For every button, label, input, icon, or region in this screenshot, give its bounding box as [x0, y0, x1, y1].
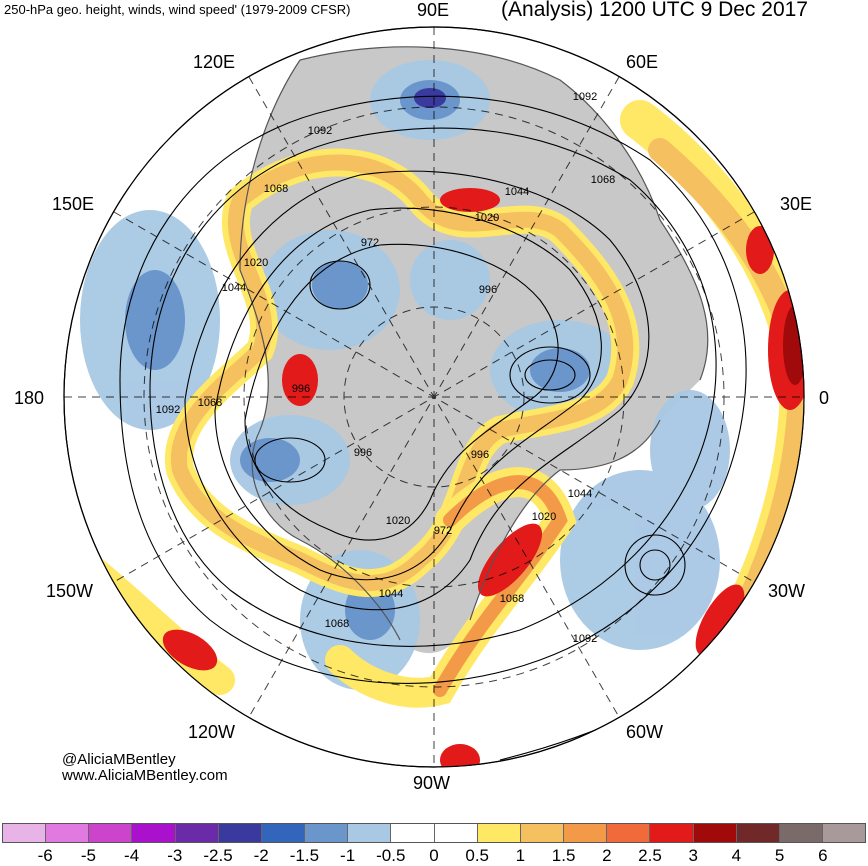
lon-label-30e: 30E	[780, 194, 813, 214]
contour-label: 1044	[505, 186, 529, 198]
colorbar	[2, 823, 866, 843]
deep-negative-anomaly-shading	[414, 88, 446, 108]
contour-value-labels: 1092 1092 1068 1068 1044 1044 1020 1020 …	[156, 91, 615, 645]
colorbar-swatch	[693, 824, 737, 842]
colorbar-tick-label: 0.5	[465, 846, 490, 865]
contour-label: 996	[354, 447, 372, 459]
colorbar-swatch	[391, 824, 435, 842]
contour-label: 1068	[198, 397, 222, 409]
colorbar-tick-label: -4	[124, 846, 140, 865]
colorbar-tick-label: -1	[340, 846, 356, 865]
colorbar-swatch	[736, 824, 780, 842]
colorbar-tick-label: 5	[774, 846, 785, 865]
colorbar-tick-label: -1.5	[289, 846, 320, 865]
colorbar-tick-label: 1	[515, 846, 526, 865]
contour-label: 1044	[222, 282, 246, 294]
contour-label: 1092	[573, 633, 597, 645]
colorbar-tick-label: -6	[37, 846, 53, 865]
lon-label-60e: 60E	[626, 52, 659, 72]
colorbar-swatch	[434, 824, 478, 842]
contour-label: 1092	[308, 125, 332, 137]
lon-label-150w: 150W	[46, 581, 94, 601]
graticule	[64, 27, 804, 767]
colorbar-swatch	[261, 824, 306, 842]
colorbar-tick-label: -2.5	[203, 846, 233, 865]
lon-label-180: 180	[14, 388, 45, 408]
contour-label: 996	[292, 383, 310, 395]
colorbar-tick-label: -5	[80, 846, 96, 865]
colorbar-tick-label: -3	[167, 846, 183, 865]
analysis-time-title: (Analysis) 1200 UTC 9 Dec 2017	[501, 0, 808, 21]
contour-label: 1092	[573, 91, 597, 103]
colorbar-tick-label: 3	[688, 846, 698, 865]
colorbar-swatch	[564, 824, 608, 842]
colorbar-swatch	[650, 824, 694, 842]
contour-label: 1068	[325, 618, 349, 630]
colorbar-tick-label: 0	[429, 846, 439, 865]
contour-label: 1020	[386, 515, 410, 527]
contour-label: 1020	[475, 212, 499, 224]
contour-label: 1020	[244, 257, 268, 269]
lon-label-30w: 30W	[768, 581, 806, 601]
lon-label-120w: 120W	[188, 722, 236, 742]
contour-label: 1044	[568, 488, 592, 500]
contour-label: 1068	[264, 183, 288, 195]
colorbar-swatch	[218, 824, 262, 842]
contour-label: 1068	[591, 174, 615, 186]
lon-label-90w: 90W	[413, 773, 451, 793]
colorbar-swatch	[779, 824, 823, 842]
colorbar-swatch	[3, 824, 47, 842]
strong-negative-anomaly-shading	[125, 80, 590, 640]
colorbar-swatch	[520, 824, 565, 842]
contour-label: 996	[471, 449, 489, 461]
credit-twitter: @AliciaMBentley	[62, 751, 176, 768]
map-title: 250-hPa geo. height, winds, wind speed' …	[4, 2, 351, 17]
colorbar-swatch	[607, 824, 651, 842]
strong-positive-anomaly-shading	[162, 188, 804, 767]
colorbar-swatch	[89, 824, 133, 842]
contour-label: 996	[479, 284, 497, 296]
lon-label-0: 0	[819, 388, 830, 408]
colorbar-tick-label: -2	[253, 846, 269, 865]
colorbar-swatch	[477, 824, 521, 842]
colorbar-swatch	[175, 824, 219, 842]
colorbar-tick-label: -0.5	[376, 846, 406, 865]
colorbar-labels: -6 -5 -4 -3 -2.5 -2 -1.5 -1 -0.5 0 0.5 1 1.5 2 2.5 3 4 5 6	[0, 846, 868, 866]
colorbar-swatch	[132, 824, 176, 842]
contour-label: 1020	[532, 511, 556, 523]
land-mass-gray	[240, 46, 708, 654]
lon-label-90e: 90E	[417, 0, 450, 20]
contour-label: 1044	[379, 588, 403, 600]
lon-label-60w: 60W	[626, 722, 664, 742]
contour-label: 972	[361, 237, 379, 249]
colorbar-swatch	[348, 824, 392, 842]
colorbar-swatch	[305, 824, 349, 842]
colorbar-swatch	[46, 824, 90, 842]
contour-label: 1092	[156, 404, 180, 416]
contour-label: 1068	[500, 593, 524, 605]
credit-website: www.AliciaMBentley.com	[62, 767, 228, 784]
lon-label-150e: 150E	[52, 194, 95, 214]
coastlines	[239, 46, 709, 641]
contour-label: 972	[434, 525, 452, 537]
colorbar-tick-label: 2.5	[638, 846, 662, 865]
colorbar-tick-label: 1.5	[551, 846, 576, 865]
colorbar-tick-label: 4	[731, 846, 742, 865]
lon-label-120e: 120E	[193, 52, 236, 72]
colorbar-tick-label: 2	[602, 846, 612, 865]
colorbar-tick-label: 6	[818, 846, 828, 865]
colorbar-swatch	[822, 824, 866, 842]
